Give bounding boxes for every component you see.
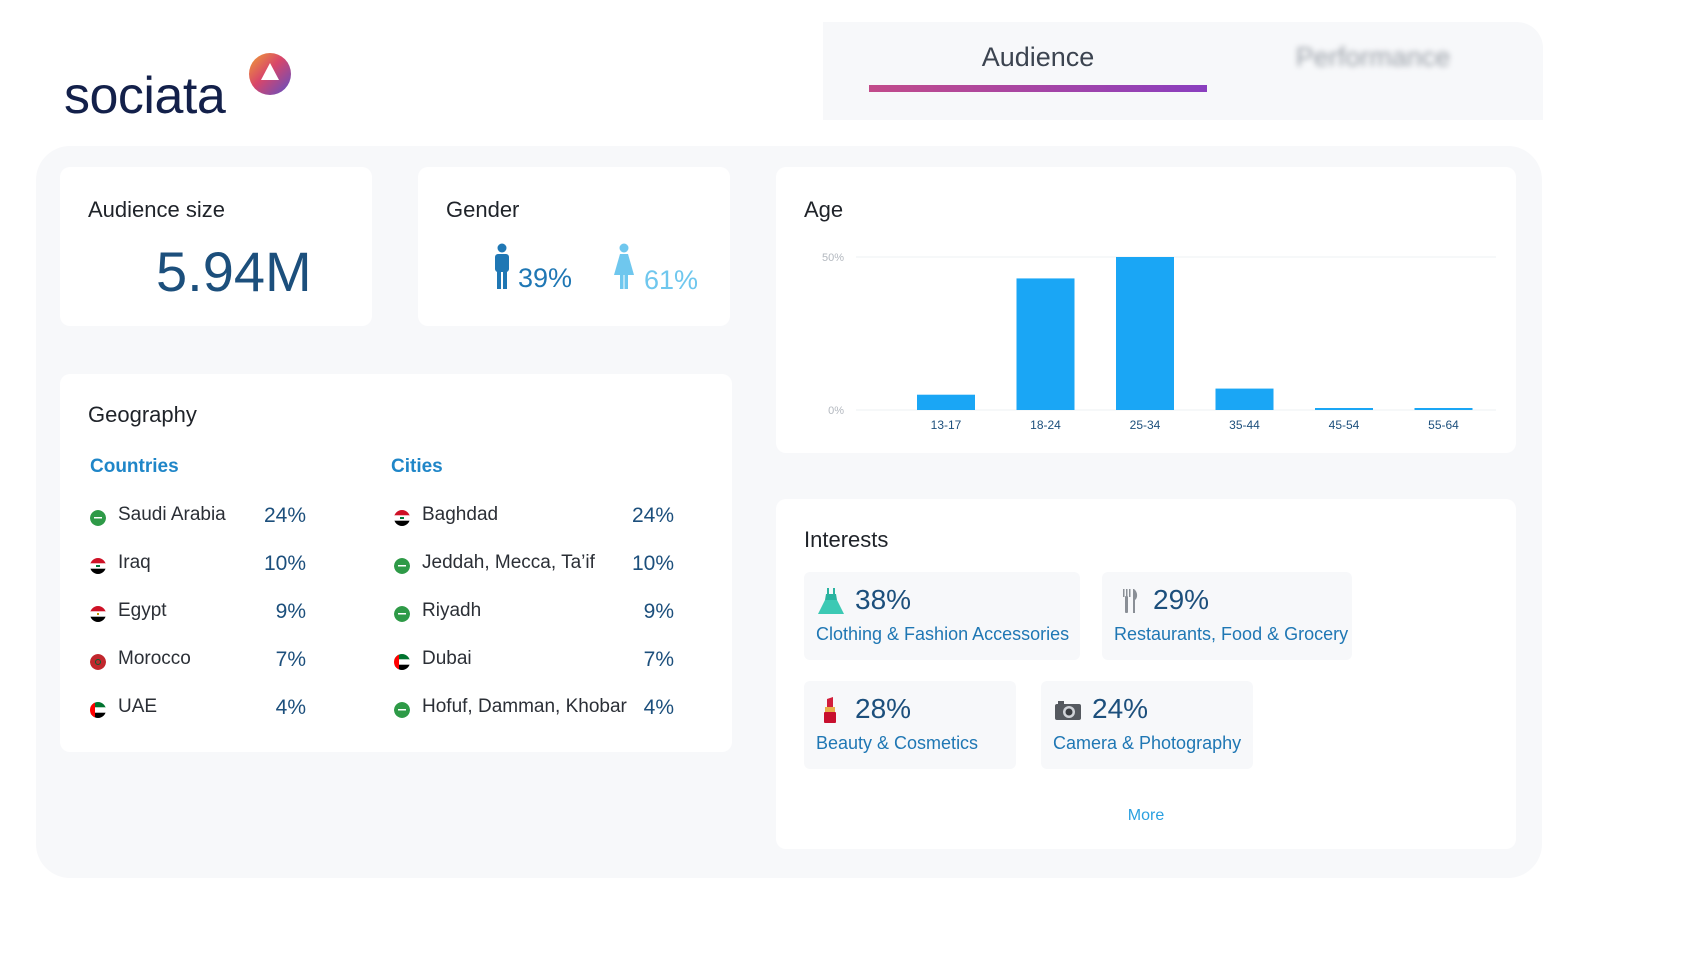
- age-title: Age: [804, 197, 844, 222]
- country-row: Egypt 9%: [90, 600, 306, 628]
- city-name: Hofuf, Damman, Khobar: [422, 696, 627, 717]
- city-row: Riyadh 9%: [394, 600, 674, 628]
- age-bar-chart: 0% 50% 13-17 18-24 25-34 35-44 45-54 55-64: [822, 252, 1496, 432]
- city-name: Riyadh: [422, 600, 482, 621]
- country-name: Egypt: [118, 600, 167, 621]
- age-y-tick-label: 0%: [828, 405, 844, 417]
- female-icon: [614, 243, 634, 289]
- interest-tile[interactable]: 29% Restaurants, Food & Grocery: [1102, 572, 1352, 660]
- age-bar: [1116, 257, 1174, 410]
- interest-percent: 29%: [1153, 584, 1210, 615]
- egypt-flag-icon: [90, 606, 106, 622]
- country-row: Iraq 10%: [90, 552, 306, 580]
- interest-label: Camera & Photography: [1053, 733, 1242, 753]
- geography-title: Geography: [88, 402, 197, 427]
- interests-title: Interests: [804, 527, 889, 552]
- country-name: Iraq: [118, 552, 151, 573]
- saudi-flag-icon: [394, 558, 410, 574]
- age-bar: [1215, 388, 1274, 410]
- country-percent: 10%: [263, 552, 306, 575]
- gender-title: Gender: [446, 197, 520, 222]
- country-row: Morocco 7%: [90, 648, 306, 676]
- dress-icon: [818, 588, 844, 614]
- tab-audience[interactable]: Audience: [981, 42, 1095, 72]
- city-name: Dubai: [422, 648, 472, 669]
- city-name: Baghdad: [422, 504, 499, 525]
- audience-size-title: Audience size: [88, 197, 225, 222]
- country-row: Saudi Arabia 24%: [90, 504, 306, 532]
- cities-heading: Cities: [391, 456, 443, 477]
- age-bar: [1315, 408, 1373, 410]
- age-bar: [1016, 278, 1075, 410]
- active-tab-indicator: [869, 85, 1207, 92]
- sociata-logo[interactable]: sociata: [64, 48, 304, 128]
- country-percent: 24%: [263, 504, 306, 527]
- countries-heading: Countries: [90, 456, 179, 477]
- uae-flag-icon: [394, 654, 410, 670]
- country-name: Morocco: [118, 648, 191, 669]
- country-percent: 7%: [275, 648, 306, 671]
- lipstick-icon: [824, 697, 836, 723]
- interest-label: Clothing & Fashion Accessories: [816, 624, 1070, 644]
- fork-knife-icon: [1123, 589, 1138, 613]
- country-row: UAE 4%: [90, 696, 306, 724]
- uae-flag-icon: [90, 702, 106, 718]
- tab-performance[interactable]: Performance: [1295, 42, 1451, 72]
- city-percent: 9%: [643, 600, 674, 623]
- age-card: Age 0% 50% 13-17 18-24 25-34 35-44 45-54 55-64: [776, 167, 1516, 453]
- interest-tile[interactable]: 38% Clothing & Fashion Accessories: [804, 572, 1080, 660]
- country-percent: 4%: [275, 696, 306, 719]
- brand-name: sociata: [64, 67, 226, 125]
- saudi-flag-icon: [394, 606, 410, 622]
- age-x-tick-label: 45-54: [1329, 418, 1360, 432]
- more-link[interactable]: More: [1127, 807, 1165, 824]
- age-x-tick-label: 13-17: [931, 418, 962, 432]
- morocco-flag-icon: [90, 654, 106, 670]
- geography-card: Geography Countries Cities Saudi Arabia …: [60, 374, 732, 752]
- age-bar: [917, 394, 975, 410]
- interest-label: Restaurants, Food & Grocery: [1114, 624, 1349, 644]
- audience-size-value: 5.94M: [156, 240, 312, 303]
- interest-tile[interactable]: 24% Camera & Photography: [1041, 681, 1253, 769]
- interest-tile[interactable]: 28% Beauty & Cosmetics: [804, 681, 1016, 769]
- city-percent: 10%: [631, 552, 674, 575]
- gender-card: Gender 39% 61%: [418, 167, 730, 326]
- city-row: Baghdad 24%: [394, 504, 674, 532]
- saudi-flag-icon: [90, 510, 106, 526]
- country-name: Saudi Arabia: [118, 504, 226, 525]
- age-bar: [1414, 408, 1473, 410]
- interests-card: Interests 38% Clothing & Fashion Accesso…: [776, 499, 1516, 849]
- city-percent: 4%: [643, 696, 674, 719]
- age-y-tick-label: 50%: [822, 252, 844, 264]
- city-percent: 24%: [631, 504, 674, 527]
- logo-mark-icon: [249, 53, 291, 95]
- age-x-tick-label: 35-44: [1229, 418, 1260, 432]
- age-x-tick-label: 55-64: [1428, 418, 1459, 432]
- city-row: Dubai 7%: [394, 648, 674, 676]
- male-percent: 39%: [518, 263, 573, 293]
- age-x-tick-label: 18-24: [1030, 418, 1061, 432]
- interest-percent: 28%: [855, 693, 912, 724]
- country-percent: 9%: [275, 600, 306, 623]
- interest-label: Beauty & Cosmetics: [816, 733, 979, 753]
- city-percent: 7%: [643, 648, 674, 671]
- male-icon: [495, 243, 509, 289]
- city-row: Jeddah, Mecca, Ta’if 10%: [394, 552, 674, 580]
- interest-percent: 24%: [1092, 693, 1149, 724]
- iraq-flag-icon: [394, 510, 410, 526]
- tab-bar: Audience Performance: [823, 22, 1543, 120]
- audience-size-card: Audience size 5.94M: [60, 167, 372, 326]
- iraq-flag-icon: [90, 558, 106, 574]
- city-row: Hofuf, Damman, Khobar 4%: [394, 696, 674, 724]
- city-name: Jeddah, Mecca, Ta’if: [422, 552, 595, 573]
- country-name: UAE: [118, 696, 158, 717]
- camera-icon: [1055, 701, 1081, 720]
- female-percent: 61%: [644, 265, 699, 295]
- age-x-tick-label: 25-34: [1130, 418, 1161, 432]
- interest-percent: 38%: [855, 584, 912, 615]
- saudi-flag-icon: [394, 702, 410, 718]
